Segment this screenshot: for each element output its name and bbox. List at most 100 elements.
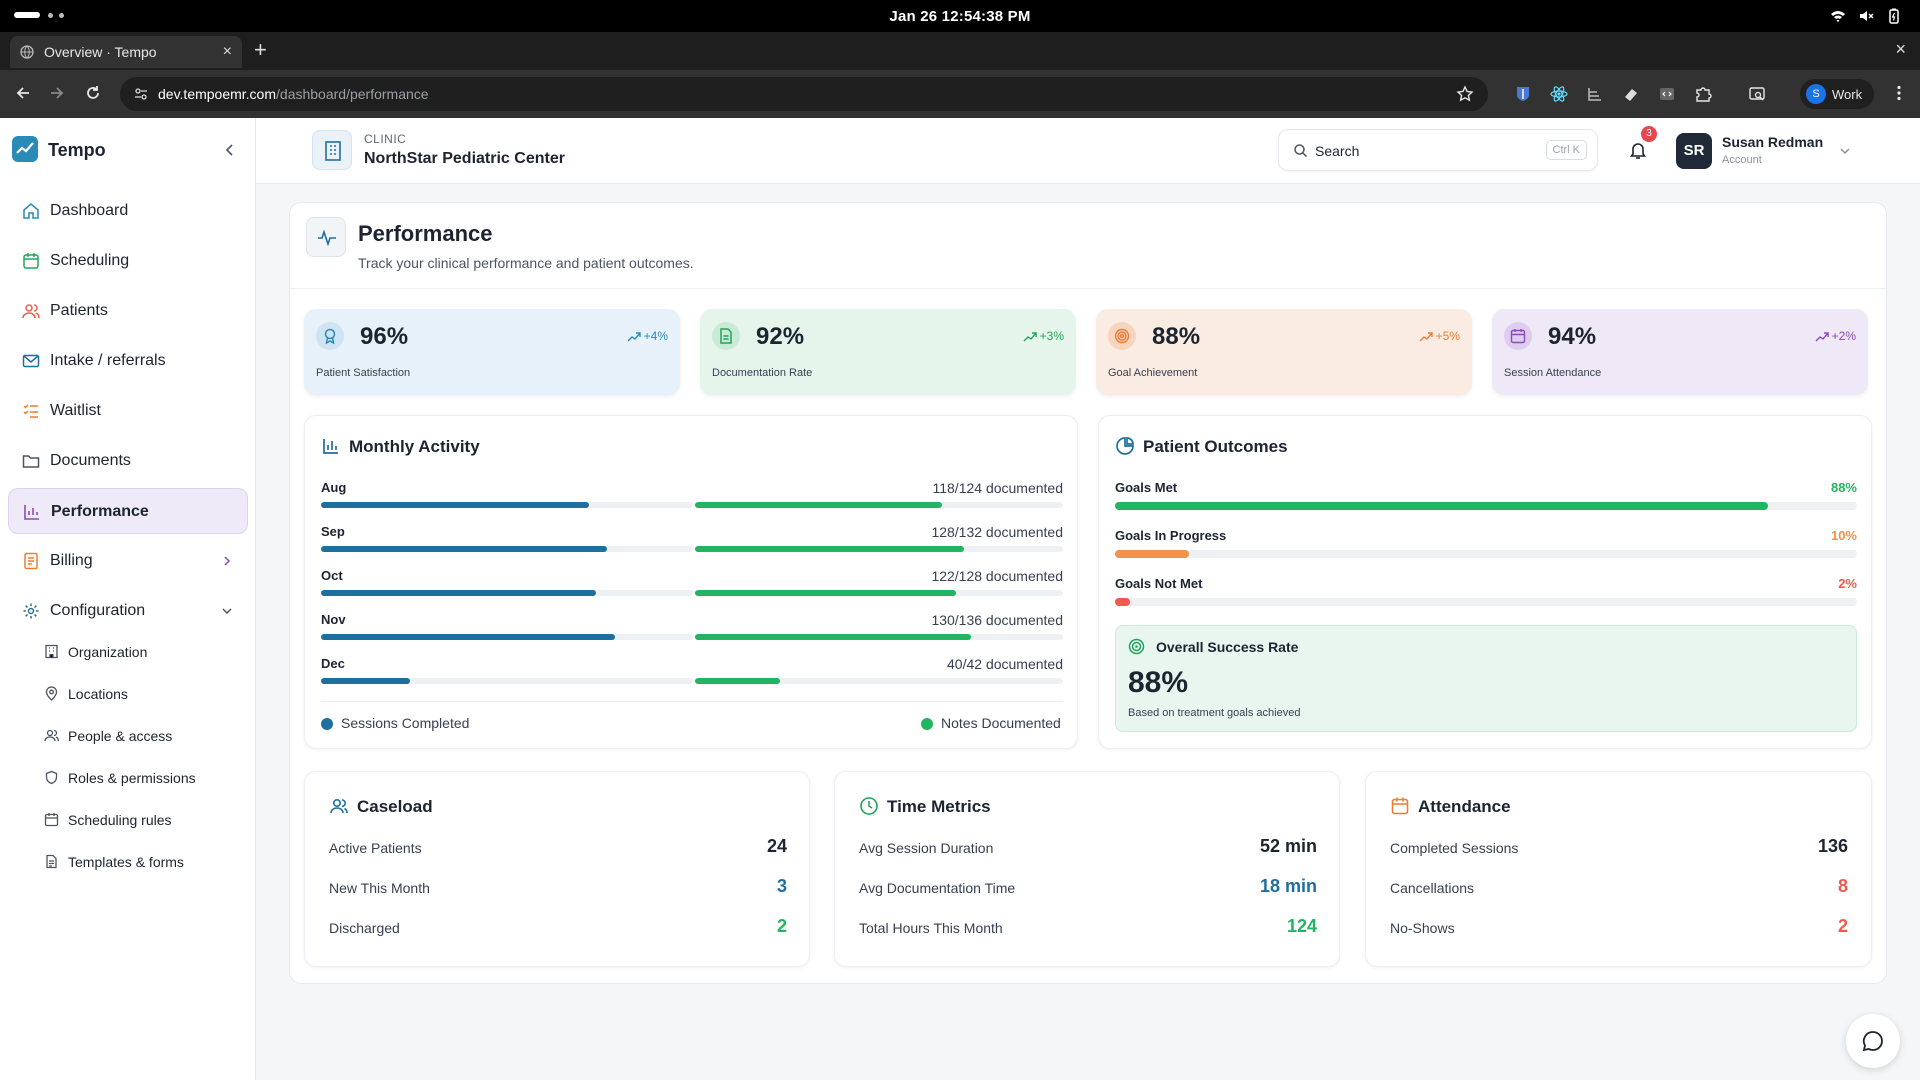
tab-search-icon[interactable]: [1748, 85, 1766, 103]
globe-icon: [20, 45, 34, 59]
window-close-button[interactable]: ×: [1895, 39, 1906, 59]
folder-icon: [22, 452, 40, 470]
chevron-right-icon: [220, 554, 234, 568]
clock-icon: [859, 796, 879, 816]
documented-count: 122/128 documented: [931, 568, 1063, 584]
outcome-label: Goals Not Met: [1115, 576, 1203, 591]
tempo-logo-icon: [12, 136, 38, 162]
stat-trend-value: +3%: [1039, 329, 1064, 343]
documented-count: 128/132 documented: [931, 524, 1063, 540]
caseload-card: Caseload Active Patients 24 New This Mont…: [304, 771, 810, 967]
search-input[interactable]: Search Ctrl K: [1278, 129, 1598, 171]
reload-icon[interactable]: [84, 84, 102, 102]
code-extension-icon[interactable]: [1658, 85, 1676, 103]
sidebar-item-intake-referrals[interactable]: Intake / referrals: [8, 338, 248, 384]
sidebar-item-documents[interactable]: Documents: [8, 438, 248, 484]
outcome-percent: 10%: [1830, 528, 1857, 543]
trend-up-icon: [1419, 332, 1433, 342]
profile-button[interactable]: S Work: [1800, 79, 1874, 109]
notes-bar-track: [695, 546, 1063, 552]
sidebar-subitem-scheduling-rules[interactable]: Scheduling rules: [44, 805, 244, 835]
stat-label: Documentation Rate: [712, 367, 813, 379]
profile-label: Work: [1832, 87, 1863, 102]
stat-trend: +5%: [1419, 329, 1460, 343]
sidebar-item-waitlist[interactable]: Waitlist: [8, 388, 248, 434]
workspace-indicator[interactable]: [14, 12, 40, 18]
legend-dot: [321, 718, 333, 730]
outcome-row: Goals In Progress 10%: [1115, 528, 1857, 572]
notes-bar: [695, 634, 971, 640]
outcome-bar: [1115, 550, 1190, 558]
clinic-name[interactable]: NorthStar Pediatric Center: [364, 150, 565, 167]
map-pin-icon: [44, 686, 59, 701]
documented-count: 118/124 documented: [932, 480, 1063, 496]
workspace-dot[interactable]: [59, 13, 64, 18]
new-tab-button[interactable]: +: [254, 37, 267, 62]
metric-label: Total Hours This Month: [859, 920, 1003, 936]
activity-row: Oct 122/128 documented: [321, 568, 1063, 612]
stat-trend: +3%: [1023, 329, 1064, 343]
sidebar-item-patients[interactable]: Patients: [8, 288, 248, 334]
site-settings-icon[interactable]: [134, 87, 148, 101]
search-icon: [1293, 143, 1308, 158]
stat-value: 94%: [1548, 323, 1597, 350]
chat-button[interactable]: [1846, 1014, 1900, 1068]
sidebar-subitem-people-access[interactable]: People & access: [44, 721, 244, 751]
bookmark-star-icon[interactable]: [1456, 85, 1474, 103]
sidebar-subitem-roles-permissions[interactable]: Roles & permissions: [44, 763, 244, 793]
back-icon[interactable]: [14, 84, 32, 102]
browser-menu-icon[interactable]: [1890, 84, 1908, 102]
battery-icon[interactable]: [1886, 8, 1902, 24]
page-subtitle: Track your clinical performance and pati…: [358, 255, 694, 271]
forward-icon[interactable]: [48, 84, 66, 102]
trend-up-icon: [627, 332, 641, 342]
outcome-percent: 88%: [1830, 480, 1857, 495]
browser-tab[interactable]: Overview · Tempo ×: [10, 36, 242, 68]
chevron-down-icon[interactable]: [1838, 144, 1852, 158]
activity-row: Dec 40/42 documented: [321, 656, 1063, 700]
notes-bar: [695, 546, 964, 552]
sidebar-item-performance[interactable]: Performance: [8, 488, 248, 534]
wifi-icon[interactable]: [1830, 8, 1846, 24]
mute-icon[interactable]: [1858, 8, 1874, 24]
legend-dot: [921, 718, 933, 730]
sessions-bar: [321, 502, 589, 508]
sidebar-subitem-organization[interactable]: Organization: [44, 637, 244, 667]
eraser-extension-icon[interactable]: [1622, 85, 1640, 103]
sidebar-subitem-label: Locations: [68, 686, 128, 702]
bar-chart-icon: [23, 503, 41, 521]
target-icon: [1108, 322, 1136, 350]
sidebar-item-label: Waitlist: [50, 402, 101, 419]
sidebar: Tempo Dashboard Scheduling Patients Inta…: [0, 118, 256, 1080]
sessions-bar-track: [321, 546, 693, 552]
clock[interactable]: Jan 26 12:54:38 PM: [889, 8, 1031, 25]
sessions-bar: [321, 634, 615, 640]
metric-row: New This Month 3: [329, 876, 787, 906]
legend-label: Sessions Completed: [341, 715, 470, 731]
sidebar-subitem-templates-forms[interactable]: Templates & forms: [44, 847, 244, 877]
user-name[interactable]: Susan Redman: [1722, 134, 1824, 150]
sidebar-item-billing[interactable]: Billing: [8, 538, 248, 584]
outcome-row: Goals Not Met 2%: [1115, 576, 1857, 620]
receipt-icon: [22, 552, 40, 570]
sessions-bar-track: [321, 678, 693, 684]
address-bar[interactable]: dev.tempoemr.com/dashboard/performance: [120, 77, 1488, 111]
workspace-dot[interactable]: [48, 13, 53, 18]
bar-chart-icon: [321, 436, 341, 456]
performance-panel: Performance Track your clinical performa…: [289, 202, 1887, 984]
tab-close-button[interactable]: ×: [222, 43, 232, 60]
puzzle-extensions-icon[interactable]: [1694, 85, 1712, 103]
sidebar-item-configuration[interactable]: Configuration: [8, 588, 248, 634]
metric-label: Discharged: [329, 920, 400, 936]
bell-icon[interactable]: [1628, 140, 1648, 160]
sidebar-subitem-locations[interactable]: Locations: [44, 679, 244, 709]
sidebar-item-dashboard[interactable]: Dashboard: [8, 188, 248, 234]
target-icon: [1128, 638, 1145, 655]
tree-extension-icon[interactable]: [1586, 85, 1604, 103]
shield-icon: [44, 770, 59, 785]
react-devtools-icon[interactable]: [1550, 85, 1568, 103]
sidebar-item-scheduling[interactable]: Scheduling: [8, 238, 248, 284]
avatar[interactable]: SR: [1676, 133, 1712, 169]
collapse-sidebar-icon[interactable]: [222, 142, 238, 158]
password-manager-icon[interactable]: [1514, 85, 1532, 103]
